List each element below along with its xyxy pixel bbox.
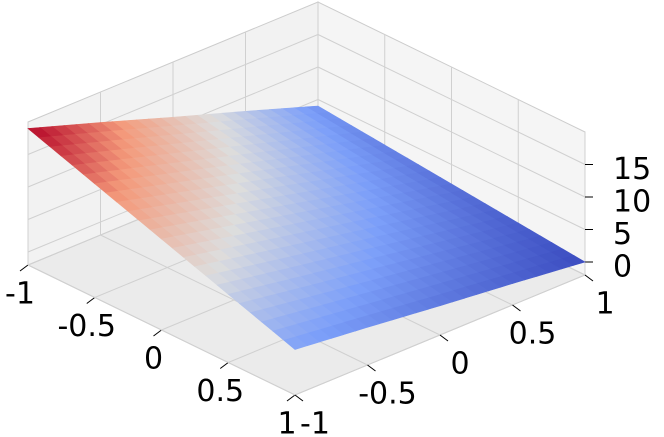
x-tick-label: -1 xyxy=(5,277,35,312)
grid-line xyxy=(317,34,586,165)
y-tick-label: -1 xyxy=(300,407,330,437)
x-tick-label: 1 xyxy=(277,407,296,437)
grid-line xyxy=(317,66,586,198)
grid-line xyxy=(317,99,586,230)
tick-mark xyxy=(286,394,296,402)
y-tick-label: -0.5 xyxy=(358,377,417,412)
tick-mark xyxy=(153,329,162,337)
z-tick-label: 15 xyxy=(613,152,651,187)
y-tick-label: 1 xyxy=(595,287,614,322)
tick-mark xyxy=(294,394,304,402)
tick-mark xyxy=(439,334,449,342)
x-tick-label: 0 xyxy=(144,342,163,377)
surface-patch xyxy=(283,336,308,350)
z-tick-label: 5 xyxy=(613,217,632,252)
tick-mark xyxy=(219,362,229,369)
y-tick-label: 0.5 xyxy=(509,317,557,352)
tick-mark xyxy=(19,264,29,272)
tick-mark xyxy=(86,297,96,304)
tick-mark xyxy=(367,364,376,372)
tick-mark xyxy=(512,304,521,312)
grid-line xyxy=(27,264,296,396)
x-tick-label: 0.5 xyxy=(196,374,244,409)
z-tick-label: 10 xyxy=(613,185,651,220)
y-tick-label: 0 xyxy=(450,347,469,382)
grid-line xyxy=(100,234,368,366)
z-tick-label: 0 xyxy=(613,250,632,285)
tick-mark xyxy=(584,274,594,282)
x-tick-label: -0.5 xyxy=(57,309,116,344)
